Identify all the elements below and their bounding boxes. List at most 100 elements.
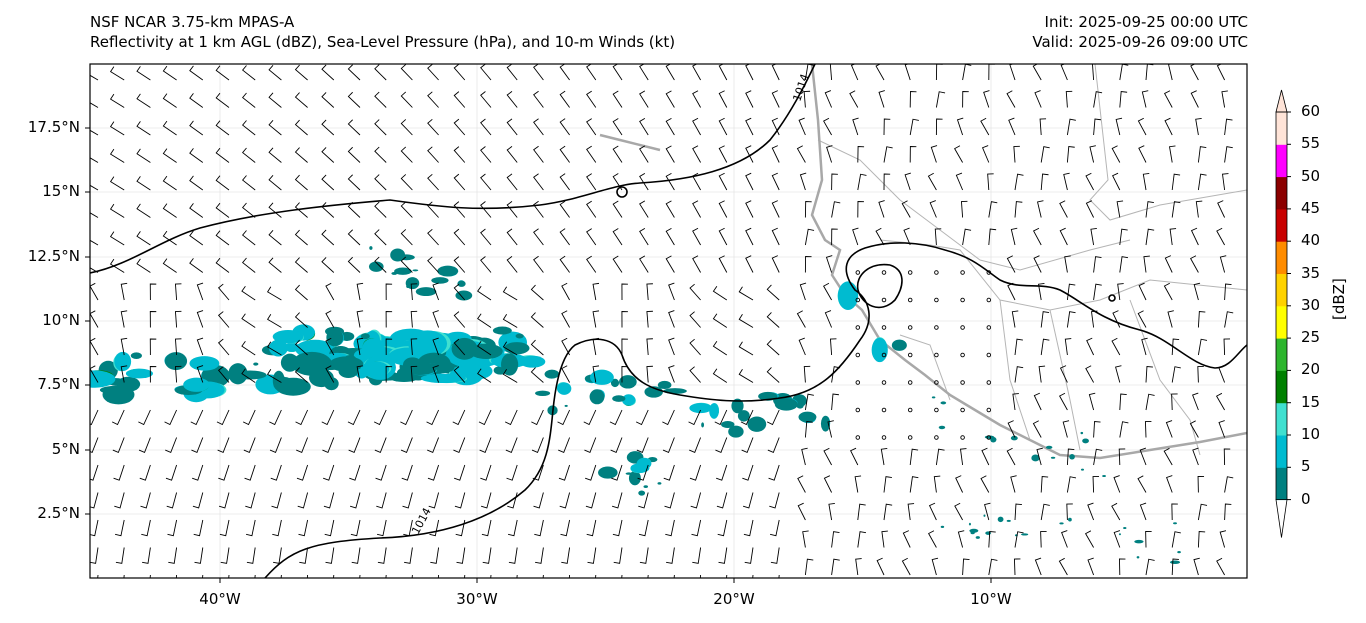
wind-barb xyxy=(798,117,806,136)
wind-barb xyxy=(410,310,418,328)
wind-barb xyxy=(987,173,994,191)
colorbar-tick-label: 5 xyxy=(1301,457,1311,476)
wind-barb xyxy=(559,173,570,191)
wind-barb xyxy=(192,464,204,481)
reflectivity-cell xyxy=(1059,522,1064,525)
wind-barb xyxy=(637,464,649,481)
wind-barb xyxy=(90,282,99,301)
wind-barb xyxy=(165,464,178,481)
wind-barb xyxy=(827,420,834,438)
wind-barb xyxy=(801,447,808,466)
wind-barb xyxy=(980,117,990,136)
reflectivity-cell xyxy=(990,436,997,443)
wind-barb xyxy=(162,258,177,273)
wind-barb xyxy=(688,409,702,426)
wind-barb xyxy=(852,117,859,136)
wind-barb xyxy=(1090,310,1098,328)
wind-barb xyxy=(559,492,571,509)
reflectivity-cell xyxy=(272,330,304,344)
wind-barb xyxy=(480,91,492,108)
wind-barb xyxy=(558,464,571,481)
wind-barb xyxy=(174,338,182,356)
wind-barb xyxy=(988,64,995,81)
wind-barb xyxy=(689,311,701,328)
wind-barb xyxy=(639,90,649,108)
wind-barb xyxy=(1008,117,1016,136)
wind-barb xyxy=(904,172,911,191)
wind-barb xyxy=(374,119,387,136)
wind-barb xyxy=(718,64,728,81)
isobar-label-south: 1014 xyxy=(409,506,434,537)
wind-barb xyxy=(149,338,157,356)
wind-barb xyxy=(1037,282,1045,301)
wind-barb xyxy=(268,147,282,163)
reflectivity-cell xyxy=(709,403,719,419)
wind-barb xyxy=(857,146,865,163)
wind-barb xyxy=(962,64,972,81)
wind-barb xyxy=(1138,145,1147,163)
wind-barb xyxy=(453,118,466,136)
lat-tick: 7.5°N xyxy=(37,375,80,393)
wind-barb xyxy=(883,503,893,521)
wind-barb xyxy=(1014,503,1022,521)
wind-barb xyxy=(400,64,413,81)
wind-barb xyxy=(400,146,413,163)
reflectivity-cell xyxy=(1102,475,1106,478)
wind-barb xyxy=(1112,172,1121,191)
wind-barb xyxy=(1193,557,1200,576)
wind-barb xyxy=(506,256,518,273)
reflectivity-cell xyxy=(1177,551,1181,554)
wind-barb xyxy=(639,200,649,218)
wind-barb xyxy=(587,547,597,564)
wind-barb xyxy=(347,64,361,81)
wind-barb xyxy=(665,117,675,136)
wind-barb xyxy=(109,93,125,108)
wind-barb xyxy=(1163,282,1173,301)
reflectivity-cell xyxy=(610,378,620,388)
wind-barb xyxy=(927,172,937,191)
reflectivity-cell xyxy=(871,337,888,363)
wind-barb xyxy=(1116,200,1124,218)
wind-barb xyxy=(120,282,128,301)
wind-barb xyxy=(175,574,178,578)
wind-barb xyxy=(666,547,675,564)
calm-wind-marker xyxy=(907,435,913,440)
wind-barb xyxy=(1007,420,1016,438)
reflectivity-cell xyxy=(544,369,560,379)
wind-barb xyxy=(111,409,125,426)
wind-barb xyxy=(1139,502,1147,521)
wind-barb xyxy=(502,314,518,328)
wind-barb xyxy=(585,492,597,509)
wind-barb xyxy=(1190,90,1199,108)
wind-barb xyxy=(745,64,754,81)
wind-barb xyxy=(712,313,728,328)
wind-barb xyxy=(738,286,754,301)
wind-barb xyxy=(196,337,204,356)
wind-barb xyxy=(799,282,807,301)
wind-barb xyxy=(1171,558,1179,576)
wind-barb xyxy=(241,257,256,273)
calm-wind-marker xyxy=(986,407,992,413)
calm-wind-marker xyxy=(855,407,861,413)
colorbar-tick-label: 20 xyxy=(1301,360,1321,379)
wind-barb xyxy=(559,200,570,218)
wind-barb xyxy=(114,492,125,509)
calm-wind-marker xyxy=(855,380,861,385)
reflectivity-cell xyxy=(1080,468,1084,471)
wind-barb xyxy=(583,409,597,426)
wind-barb xyxy=(268,257,282,273)
wind-barb xyxy=(427,256,439,273)
wind-barb xyxy=(613,547,623,564)
wind-barb xyxy=(1171,366,1181,383)
wind-barb xyxy=(220,547,230,564)
wind-barb xyxy=(453,256,466,273)
wind-barb xyxy=(646,310,653,328)
wind-barb xyxy=(823,447,832,466)
colorbar-bin xyxy=(1276,305,1287,339)
wind-barb xyxy=(955,475,964,493)
wind-barb xyxy=(621,574,623,578)
wind-barb xyxy=(531,437,544,453)
reflectivity-cell xyxy=(437,265,459,277)
colorbar-tick-label: 35 xyxy=(1301,263,1321,282)
reflectivity-cell xyxy=(731,398,744,414)
